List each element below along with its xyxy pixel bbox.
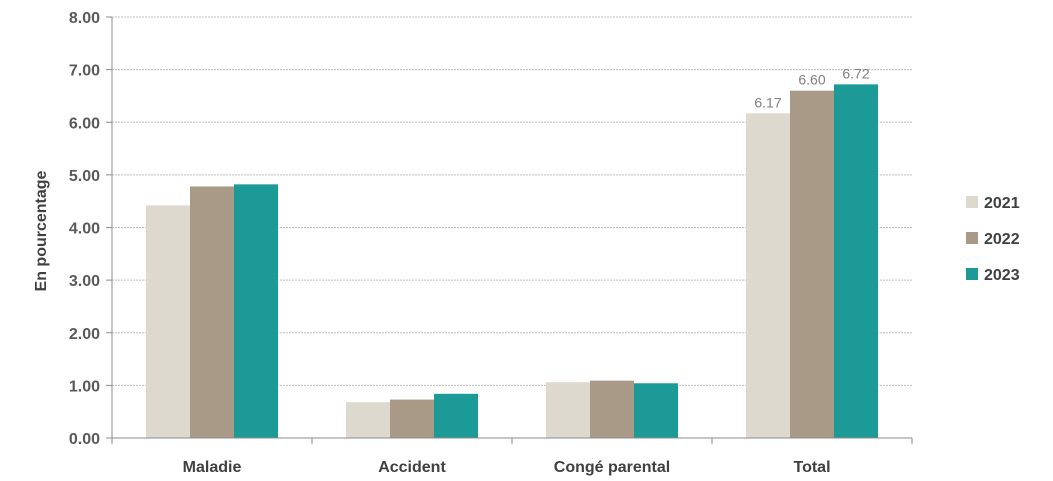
y-axis-ticks: 0.00 1.00 2.00 3.00 4.00 5.00 6.00 7.00 8.00 (69, 10, 112, 448)
bar-2021-1 (346, 402, 390, 438)
bar-2021-3 (746, 113, 790, 439)
bar-2023-0 (234, 184, 278, 438)
y-tick-label: 5.00 (69, 168, 100, 185)
bar-2022-3 (790, 90, 834, 439)
y-tick-label: 3.00 (69, 273, 100, 290)
bar-2022-0 (190, 186, 234, 438)
bar-2021-0 (146, 205, 190, 438)
bar-2023-1 (434, 393, 478, 438)
bar-2023-2 (634, 383, 678, 438)
data-label: 6.72 (842, 65, 869, 81)
legend-label: 2021 (984, 195, 1020, 212)
y-tick-label: 7.00 (69, 63, 100, 80)
legend-label: 2023 (984, 267, 1020, 284)
y-tick-label: 4.00 (69, 221, 100, 238)
y-tick-label: 1.00 (69, 378, 100, 395)
legend-swatch-2021 (966, 196, 978, 208)
legend-label: 2022 (984, 231, 1020, 248)
legend-swatch-2023 (966, 268, 978, 280)
x-category-label: Congé parental (554, 459, 670, 476)
x-category-label: Maladie (183, 459, 242, 476)
x-axis-categories: Maladie Accident Congé parental Total (183, 459, 831, 476)
y-tick-label: 8.00 (69, 10, 100, 27)
y-tick-label: 0.00 (69, 431, 100, 448)
axes (111, 17, 913, 444)
x-category-label: Total (793, 459, 830, 476)
data-label: 6.60 (798, 72, 825, 88)
bar-2023-3 (834, 84, 878, 439)
bars (146, 84, 878, 439)
data-labels: 6.17 6.60 6.72 (754, 65, 869, 110)
data-label: 6.17 (754, 94, 781, 110)
bar-2022-1 (390, 399, 434, 438)
legend: 2021 2022 2023 (966, 195, 1020, 284)
x-category-label: Accident (378, 459, 446, 476)
y-tick-label: 2.00 (69, 326, 100, 343)
y-tick-label: 6.00 (69, 115, 100, 132)
bar-2022-2 (590, 380, 634, 438)
y-axis-title: En pourcentage (33, 170, 50, 291)
bar-2021-2 (546, 382, 590, 438)
legend-swatch-2022 (966, 232, 978, 244)
